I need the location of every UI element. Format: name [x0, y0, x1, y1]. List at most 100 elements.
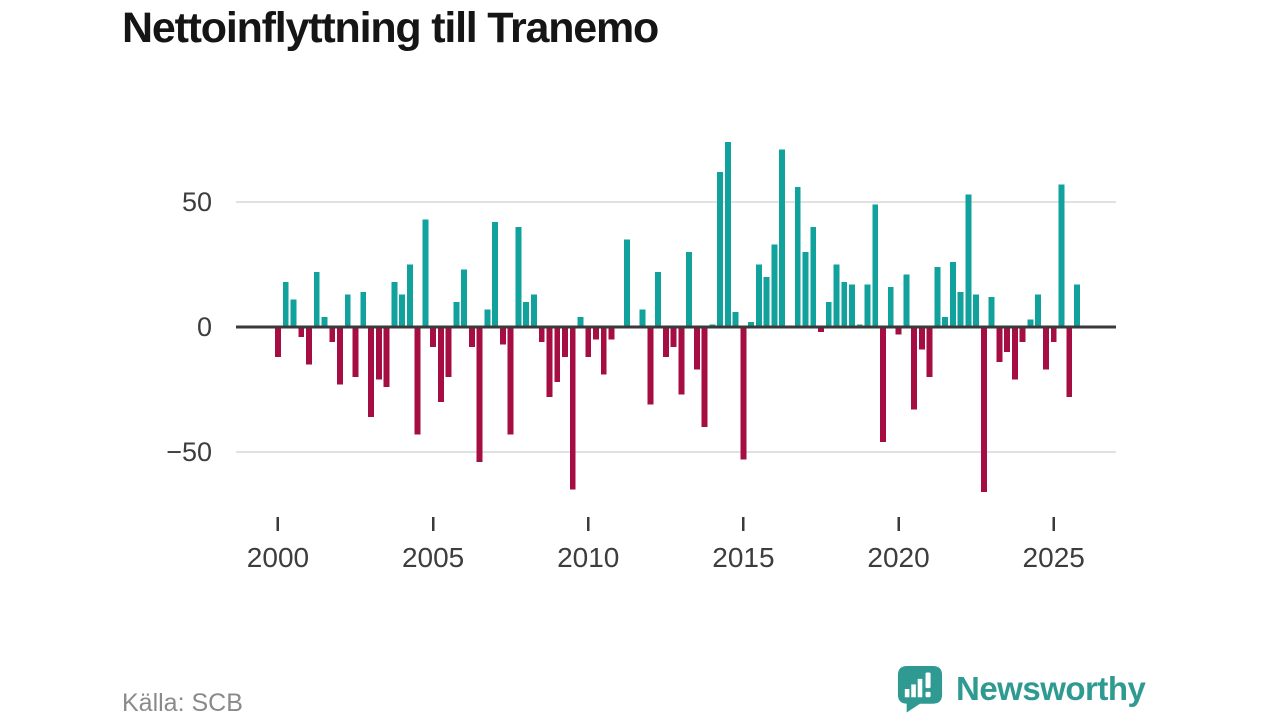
y-tick-label: 50: [182, 187, 212, 217]
bar-2013Q2: [686, 252, 693, 327]
bar-2013Q1: [678, 327, 685, 395]
bar-2009Q2: [562, 327, 568, 357]
bar-2003Q3: [383, 327, 390, 387]
bar-2020Q2: [903, 274, 910, 327]
bar-2010Q4: [608, 327, 615, 340]
bar-2023Q2: [996, 327, 1003, 362]
bar-2015Q3: [755, 264, 762, 327]
bar-2002Q1: [337, 327, 343, 385]
bar-2005Q4: [453, 302, 460, 327]
bar-2007Q1: [492, 222, 499, 327]
bar-2005Q1: [430, 327, 437, 347]
bar-2021Q3: [942, 317, 949, 327]
bar-2006Q1: [461, 269, 468, 327]
bar-2014Q2: [717, 172, 724, 327]
bar-2016Q2: [779, 149, 786, 327]
x-tick-label: 2015: [712, 542, 774, 573]
bar-2024Q4: [1042, 327, 1049, 370]
y-tick-label: 0: [197, 312, 212, 342]
bar-2000Q2: [282, 282, 289, 327]
bar-2017Q4: [825, 302, 832, 327]
bar-2012Q4: [670, 327, 677, 347]
newsworthy-logo-text: Newsworthy: [956, 670, 1146, 707]
bar-2008Q2: [531, 294, 537, 327]
bar-2015Q1: [740, 327, 747, 460]
bar-2010Q2: [593, 327, 599, 340]
bar-2001Q4: [329, 327, 336, 342]
bar-2018Q3: [849, 284, 855, 327]
bar-2023Q1: [988, 297, 995, 327]
bar-2001Q2: [313, 272, 320, 327]
bar-2025Q1: [1050, 327, 1057, 342]
bar-2000Q4: [298, 327, 305, 337]
bar-2001Q3: [321, 317, 328, 327]
bar-2022Q3: [973, 294, 980, 327]
bar-2015Q2: [748, 322, 755, 327]
bar-2014Q4: [732, 312, 739, 327]
bar-2009Q4: [577, 317, 584, 327]
bar-2020Q1: [895, 327, 902, 335]
bar-2006Q3: [476, 327, 483, 462]
bar-2008Q1: [523, 302, 530, 327]
y-axis-labels: 50 0 −50: [166, 187, 212, 467]
bar-2000Q3: [290, 299, 297, 327]
bar-2023Q3: [1004, 327, 1011, 352]
bar-2018Q1: [833, 264, 840, 327]
bar-2007Q4: [515, 227, 522, 327]
bar-2023Q4: [1011, 327, 1018, 380]
bar-2002Q4: [360, 292, 367, 327]
source-label: Källa: SCB: [122, 689, 243, 717]
newsworthy-speech-bubble-chart-icon: [897, 666, 943, 713]
bar-2019Q2: [872, 204, 879, 327]
bar-2020Q3: [911, 327, 918, 410]
bar-2011Q2: [624, 239, 630, 327]
bar-2012Q2: [655, 272, 662, 327]
bar-2021Q2: [934, 267, 941, 327]
newsworthy-logo: Newsworthy: [897, 664, 1167, 714]
bar-2017Q2: [810, 227, 817, 327]
bar-2019Q4: [887, 287, 894, 327]
bar-2004Q2: [406, 264, 413, 327]
bar-2000Q1: [275, 327, 281, 357]
bar-2006Q2: [468, 327, 475, 347]
bar-2019Q3: [880, 327, 886, 442]
x-tick-label: 2000: [247, 542, 309, 573]
bar-2025Q4: [1074, 284, 1080, 327]
bar-2012Q1: [647, 327, 654, 405]
x-tick-label: 2020: [867, 542, 929, 573]
bar-2025Q3: [1066, 327, 1073, 397]
bar-2017Q3: [818, 327, 824, 332]
bar-2008Q3: [538, 327, 545, 342]
bar-2005Q2: [437, 327, 444, 402]
bar-2024Q2: [1027, 319, 1034, 327]
bar-2022Q2: [965, 194, 972, 327]
bar-2001Q1: [306, 327, 312, 365]
x-tick-label: 2010: [557, 542, 619, 573]
bar-2003Q2: [375, 327, 382, 380]
bar-2019Q1: [864, 284, 871, 327]
bar-2002Q2: [344, 294, 351, 327]
x-tick-label: 2005: [402, 542, 464, 573]
bar-2013Q4: [701, 327, 708, 427]
bar-2002Q3: [352, 327, 359, 377]
bar-2020Q4: [918, 327, 925, 350]
bar-2022Q4: [980, 327, 987, 492]
bar-2021Q1: [926, 327, 933, 377]
y-tick-label: −50: [166, 437, 212, 467]
bar-2009Q1: [554, 327, 561, 382]
bar-2004Q4: [422, 219, 429, 327]
page-title: Nettoinflyttning till Tranemo: [122, 4, 659, 52]
bar-2012Q3: [662, 327, 669, 357]
bars: [275, 142, 1080, 492]
bar-2014Q3: [724, 142, 731, 327]
bar-2025Q2: [1058, 184, 1065, 327]
bar-2010Q1: [585, 327, 592, 357]
bar-2015Q4: [763, 277, 770, 327]
bar-2011Q4: [639, 309, 646, 327]
bar-2003Q4: [391, 282, 398, 327]
bar-2013Q3: [693, 327, 700, 370]
x-tick-label: 2025: [1023, 542, 1085, 573]
bar-2009Q3: [569, 327, 576, 490]
bar-2004Q1: [399, 294, 406, 327]
bar-2007Q2: [499, 327, 506, 345]
